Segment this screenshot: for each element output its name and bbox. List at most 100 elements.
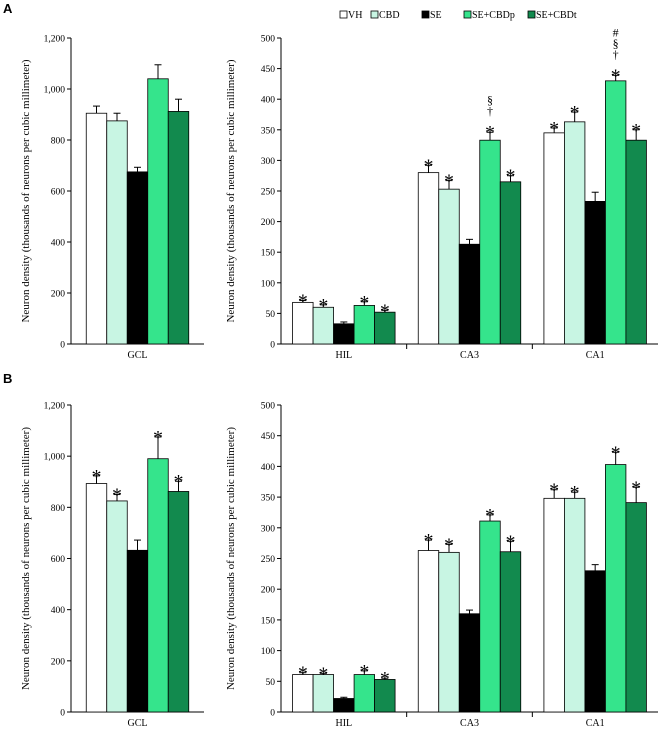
bar-se-cbdt-ca3 [499,181,522,345]
y-tick-label: 150 [261,616,276,626]
panel-label-b: B [3,371,12,386]
x-category-label-ca3: CA3 [460,350,479,361]
y-tick-label: 800 [51,504,66,514]
chart-b-left: 0 200 400 600 800 1,000 1,200 Neuron density (t… [20,402,204,729]
significance-star: * [549,480,559,502]
x-category-label-ca1: CA1 [586,718,605,729]
bar-cbd-ca1 [564,121,586,345]
bar-se-cbdt-ca1 [625,139,647,345]
bar-se-cbdt-gcl [167,111,190,345]
significance-star: * [424,530,434,552]
y-tick-label: 400 [51,239,66,249]
significance-star: * [298,663,308,685]
y-tick-label: 100 [261,647,276,657]
bar-se-cbdp-gcl [147,78,169,345]
bar-se-cbdt-gcl [167,491,190,713]
y-tick-label: 600 [51,188,66,198]
y-tick-label: 0 [270,341,275,351]
legend-swatch-se-cbdp [463,10,472,19]
significance-star: * [611,65,621,87]
bar-se-gcl [126,171,149,345]
bar-vh-ca1 [543,132,565,345]
legend-label-se-cbdt: SE+CBDt [536,10,577,21]
y-tick-label: 50 [266,678,276,688]
x-category-label-gcl: GCL [128,718,148,729]
y-tick-label: 500 [261,402,276,412]
y-tick-label: 100 [261,279,276,289]
y-tick-label: 0 [270,709,275,719]
bar-se-cbdt-ca3 [499,551,522,713]
significance-star: * [359,661,369,683]
y-tick-label: 250 [261,188,276,198]
significance-star: * [380,668,390,690]
significance-star: * [444,171,454,193]
legend-label-vh: VH [348,10,362,21]
significance-star: * [92,466,102,488]
bar-vh-ca1 [543,497,565,713]
significance-star: * [570,482,580,504]
y-tick-label: 0 [60,709,65,719]
y-tick-label: 200 [261,218,276,228]
significance-symbol: † [487,104,493,118]
bar-vh-gcl [85,112,108,345]
legend: VH CBD SE SE+CBDp SE+CBDt [339,10,577,21]
bar-se-cbdp-ca3 [479,520,501,713]
significance-star: * [611,442,621,464]
y-axis-label: Neuron density (thousands of neurons per… [20,427,32,690]
bar-vh-ca3 [417,172,440,345]
significance-star: * [506,531,516,553]
significance-symbol: § [487,93,493,107]
chart-b-right: 0 50 100 150 200 250 300 350 400 450 500 Neuron den… [225,402,658,729]
y-tick-label: 200 [51,657,66,667]
significance-star: * [298,291,308,313]
y-tick-label: 200 [51,290,66,300]
bar-se-cbdp-gcl [147,458,169,713]
y-tick-label: 200 [261,586,276,596]
bar-cbd-ca3 [438,188,460,345]
y-axis-label: Neuron density (thousands of neurons per… [225,427,237,690]
y-tick-label: 450 [261,65,276,75]
y-tick-label: 800 [51,137,66,147]
bar-vh-ca3 [417,550,440,713]
bar-cbd-ca1 [564,497,586,713]
significance-star: * [631,477,641,499]
bar-se-ca1 [584,570,606,713]
bar-se-ca3 [458,243,481,345]
significance-star: * [485,122,495,144]
y-tick-label: 600 [51,555,66,565]
y-tick-label: 400 [261,96,276,106]
significance-star: * [153,427,163,449]
significance-star: * [318,663,328,685]
y-tick-label: 150 [261,249,276,259]
y-tick-label: 1,000 [44,86,66,96]
significance-star: * [112,485,122,507]
significance-symbol: † [613,47,619,61]
x-category-label-ca1: CA1 [586,350,605,361]
bar-se-cbdp-ca1 [605,464,627,713]
y-axis-label: Neuron density (thousands of neurons per… [20,59,32,322]
x-category-label-ca3: CA3 [460,718,479,729]
y-tick-label: 50 [266,310,276,320]
bar-se-cbdp-ca1 [605,80,627,345]
significance-symbol: # [613,25,619,39]
y-tick-label: 400 [51,606,66,616]
y-tick-label: 0 [60,341,65,351]
bar-se-gcl [126,549,149,713]
y-tick-label: 1,000 [44,453,66,463]
y-tick-label: 300 [261,157,276,167]
bar-se-hil [333,698,355,713]
y-tick-label: 500 [261,35,276,45]
bar-cbd-gcl [106,120,128,345]
bar-cbd-ca3 [438,551,460,713]
significance-star: * [380,300,390,322]
significance-star: * [424,155,434,177]
significance-star: * [631,120,641,142]
y-tick-label: 350 [261,126,276,136]
significance-star: * [359,292,369,314]
bar-vh-gcl [85,483,108,713]
bar-se-hil [333,323,355,345]
panel-label-a: A [3,1,13,16]
bar-cbd-gcl [106,500,128,713]
bar-se-ca1 [584,201,606,345]
